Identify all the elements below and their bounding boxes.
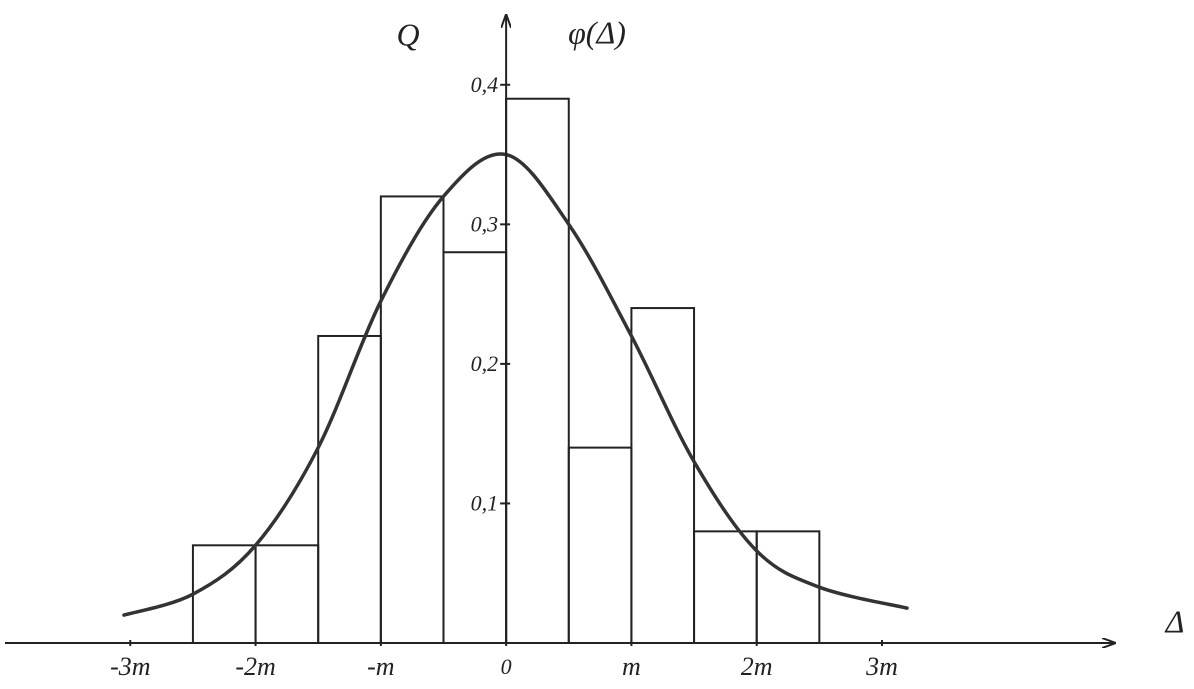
x-tick-label: -2m xyxy=(235,652,275,681)
x-tick-label: -3m xyxy=(110,652,150,681)
bar xyxy=(755,530,821,644)
y-axis-label: Q xyxy=(396,16,419,52)
y-tick-label: 0,4 xyxy=(471,72,499,97)
x-axis-label: Δ xyxy=(1164,603,1185,639)
bar xyxy=(191,544,257,644)
bar xyxy=(254,544,320,644)
y-tick-label: 0,1 xyxy=(471,490,499,515)
x-tick-label: 0 xyxy=(501,654,512,679)
bar xyxy=(317,334,382,644)
x-tick-label: 3m xyxy=(865,652,898,681)
y-axis-label: φ(Δ) xyxy=(568,14,626,50)
x-tick-label: -m xyxy=(367,652,394,681)
y-tick-label: 0,2 xyxy=(471,351,499,376)
y-tick-label: 0,3 xyxy=(471,211,499,236)
bar xyxy=(567,446,633,644)
x-tick-label: 2m xyxy=(741,652,773,681)
bar xyxy=(379,195,445,645)
bar xyxy=(693,530,758,644)
bar xyxy=(442,251,508,644)
x-tick-label: m xyxy=(622,652,641,681)
